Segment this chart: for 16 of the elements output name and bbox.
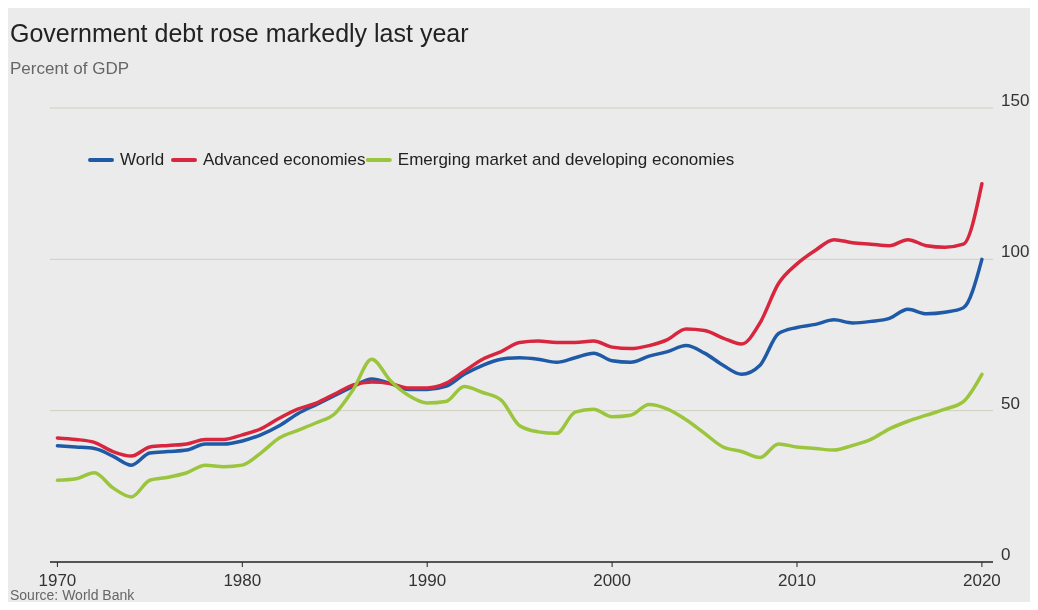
x-tick-label: 2000 [593,571,632,590]
x-tick-label: 2010 [778,571,816,590]
source-note: Source: World Bank [10,587,136,603]
y-tick-label: 150 [1001,91,1030,110]
y-tick-label: 100 [1001,242,1030,262]
chart-subtitle: Percent of GDP [10,59,130,78]
legend-label: World [120,150,165,169]
y-tick-label: 50 [1001,393,1020,413]
x-tick-label: 1990 [408,571,447,590]
legend-label: Advanced economies [203,150,366,169]
x-tick-label: 1980 [223,571,262,590]
x-tick-label: 2020 [962,571,1001,590]
chart-title: Government debt rose markedly last year [10,19,469,47]
legend-label: Emerging market and developing economies [397,150,735,169]
y-tick-label: 0 [1001,545,1011,564]
x-tick-label: 1970 [38,571,77,590]
